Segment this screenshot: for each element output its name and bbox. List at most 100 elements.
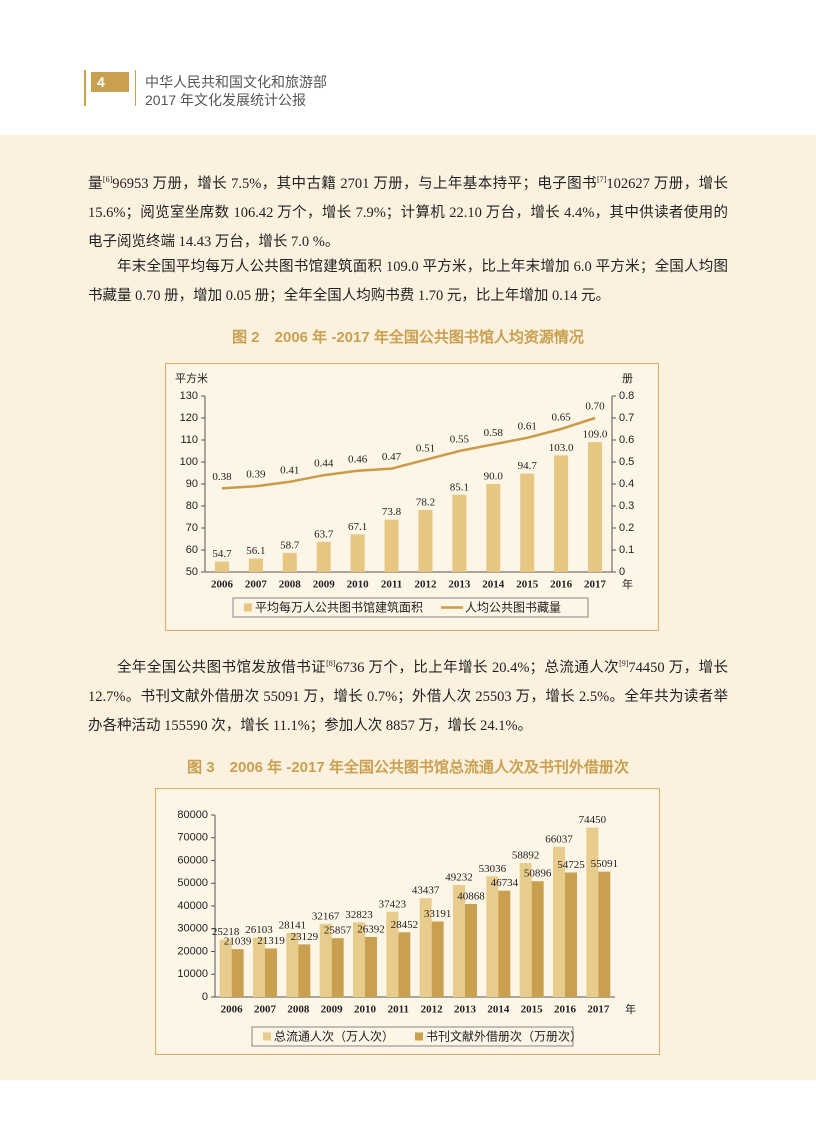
value-label: 58892 <box>512 850 539 862</box>
y-tick-label: 50000 <box>177 877 208 889</box>
y-tick-label: 60 <box>186 544 198 556</box>
bar <box>265 948 277 997</box>
y2-tick-label: 0.1 <box>619 544 634 556</box>
x-tick-label: 2012 <box>421 1004 444 1016</box>
footnote-ref: [6] <box>102 175 113 184</box>
value-label: 0.55 <box>450 434 470 446</box>
bar <box>453 884 465 997</box>
x-tick-label: 2014 <box>482 579 505 591</box>
y-tick-label: 20000 <box>177 945 208 957</box>
page-number: 4 <box>91 72 129 92</box>
value-label: 85.1 <box>450 481 469 493</box>
line <box>221 416 596 490</box>
x-tick-label: 2009 <box>313 579 336 591</box>
y2-tick-label: 0.4 <box>619 478 634 490</box>
value-label: 0.44 <box>314 458 334 470</box>
header-rule <box>84 70 86 106</box>
y-tick-label: 50 <box>186 566 198 578</box>
x-tick-label: 2011 <box>381 579 402 591</box>
y-tick-label: 60000 <box>177 854 208 866</box>
bar <box>586 827 599 997</box>
text-run: 74450 万，增长 12.7%。书刊文献外借册次 55091 万，增长 0.7… <box>88 660 729 734</box>
x-tick-label: 2006 <box>221 1004 244 1016</box>
value-label: 73.8 <box>382 506 402 518</box>
value-label: 54.7 <box>212 548 232 560</box>
value-label: 0.70 <box>585 401 605 413</box>
bar <box>384 519 399 572</box>
x-tick-label: 2006 <box>211 579 234 591</box>
y-tick-label: 80000 <box>177 809 208 821</box>
value-label: 0.41 <box>280 464 299 476</box>
y-tick-label: 70 <box>186 522 198 534</box>
bar <box>316 541 331 572</box>
value-label: 0.58 <box>484 427 504 439</box>
chart: 50 60 70 80 90 100 110 120 130 0 0.1 0.2 0.3 0.4 0.5 0.… <box>165 363 659 631</box>
header-rule <box>135 70 136 106</box>
bar <box>365 936 377 997</box>
x-tick-label: 2013 <box>448 579 471 591</box>
y-tick-label: 40000 <box>177 900 208 912</box>
y-tick-label: 120 <box>180 412 198 424</box>
x-tick-label: 2010 <box>347 579 370 591</box>
bar <box>431 921 444 997</box>
bar <box>248 558 263 572</box>
value-label: 32823 <box>345 909 373 921</box>
chart-frame <box>165 363 659 631</box>
bar <box>486 876 499 997</box>
value-label: 63.7 <box>314 528 334 540</box>
x-tick-label: 2012 <box>414 579 437 591</box>
value-label: 37423 <box>379 898 407 910</box>
y-tick-label: 10000 <box>177 968 208 980</box>
value-label: 0.51 <box>416 442 435 454</box>
y-tick-label: 90 <box>186 478 198 490</box>
x-tick-label: 2008 <box>287 1004 310 1016</box>
value-label: 28141 <box>279 920 307 932</box>
bar <box>231 949 244 997</box>
y2-tick-label: 0 <box>619 566 625 578</box>
value-label: 49232 <box>445 872 473 884</box>
text-run: 96953 万册，增长 7.5%，其中古籍 2701 万册，与上年基本持平；电子… <box>112 176 598 192</box>
x-tick-label: 2017 <box>584 579 607 591</box>
x-tick-label: 2009 <box>321 1004 344 1016</box>
y2-tick-label: 0.6 <box>619 434 634 446</box>
value-label: 55091 <box>591 858 619 870</box>
bar <box>565 872 577 997</box>
bar <box>520 473 535 572</box>
bar <box>331 938 344 997</box>
bar <box>219 939 232 997</box>
bar <box>319 923 332 997</box>
value-label: 78.2 <box>416 496 435 508</box>
x-tick-label: 2007 <box>254 1004 277 1016</box>
legend-label: 人均公共图书藏量 <box>465 601 561 615</box>
footnote-ref: [7] <box>597 175 607 184</box>
value-label: 67.1 <box>348 521 367 533</box>
bar <box>419 898 432 997</box>
value-label: 25857 <box>324 925 352 937</box>
y-tick-label: 80 <box>186 500 198 512</box>
legend-label: 总流通人次（万人次） <box>274 1030 394 1044</box>
bar <box>353 922 365 997</box>
footnote-ref: [8] <box>326 659 336 668</box>
text-run: 6736 万个，比上年增长 20.4%；总流通人次 <box>335 660 620 676</box>
x-tick-label: 2013 <box>454 1004 477 1016</box>
x-tick-label: 2007 <box>245 579 268 591</box>
bar <box>554 455 569 572</box>
y2-tick-label: 0.2 <box>619 522 634 534</box>
y2-axis-label: 册 <box>622 373 633 385</box>
value-label: 0.61 <box>518 420 537 432</box>
y-tick-label: 110 <box>180 434 198 446</box>
bar <box>386 911 399 997</box>
header-report: 2017 年文化发展统计公报 <box>145 92 307 108</box>
bar <box>286 932 299 997</box>
x-tick-label: 2016 <box>554 1004 577 1016</box>
value-label: 103.0 <box>549 442 574 454</box>
y-tick-label: 0 <box>202 991 208 1003</box>
x-tick-label: 2017 <box>587 1004 610 1016</box>
value-label: 0.65 <box>552 412 572 424</box>
header-org: 中华人民共和国文化和旅游部 <box>145 74 327 90</box>
paragraph: 量[6]96953 万册，增长 7.5%，其中古籍 2701 万册，与上年基本持… <box>88 165 728 257</box>
text-run: 102627 万册，增长 15.6%；阅览室坐席数 106.42 万个，增长 7… <box>88 176 729 250</box>
chart-title: 图 3 2006 年 -2017 年全国公共图书馆总流通人次及书刊外借册次 <box>187 759 629 776</box>
legend-box <box>232 597 589 618</box>
